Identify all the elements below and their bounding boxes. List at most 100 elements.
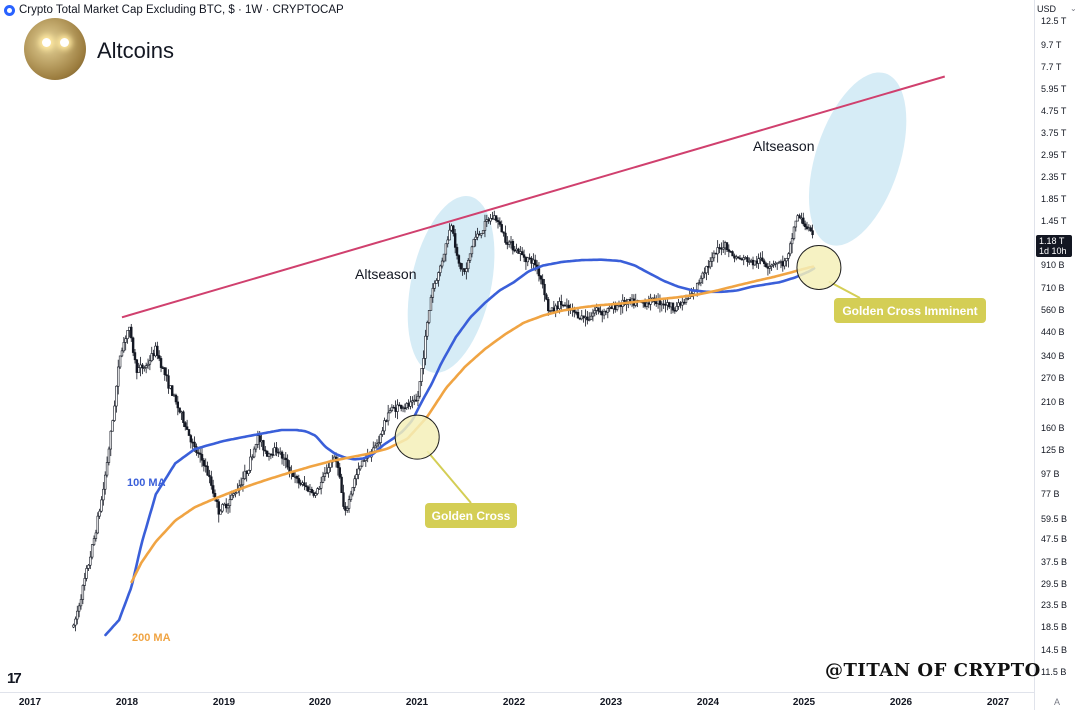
candle-body xyxy=(785,258,788,262)
candle-body xyxy=(273,447,276,456)
candle-body xyxy=(375,443,379,447)
candle-body xyxy=(766,266,770,269)
candle-body xyxy=(498,221,502,225)
candle-body xyxy=(401,407,405,410)
golden-cross-imminent-circle xyxy=(796,244,842,290)
candle-body xyxy=(163,367,166,376)
candle-body xyxy=(809,227,812,231)
candle-body xyxy=(701,272,704,279)
candle-body xyxy=(117,366,120,387)
candle-body xyxy=(468,253,472,261)
candle-body xyxy=(152,353,155,357)
candle-body xyxy=(254,444,258,450)
candle-body xyxy=(554,305,557,312)
candle-body xyxy=(180,411,183,414)
price-axis[interactable] xyxy=(1034,0,1080,710)
candle-body xyxy=(666,302,669,306)
candle-body xyxy=(602,310,606,316)
candle-body xyxy=(673,309,677,312)
candle-body xyxy=(264,449,267,452)
candle-body xyxy=(472,239,475,248)
candle-body xyxy=(481,230,485,234)
candle-body xyxy=(72,624,75,628)
candle-body xyxy=(306,486,310,492)
watermark: @TITAN OF CRYPTO xyxy=(825,660,1041,681)
candle-body xyxy=(228,499,232,506)
candle-body xyxy=(184,422,187,428)
candle-body xyxy=(599,310,602,313)
candle-body xyxy=(390,406,394,411)
candle-body xyxy=(547,299,550,312)
candle-body xyxy=(517,248,520,254)
candle-body xyxy=(249,456,252,471)
candle-body xyxy=(528,257,531,260)
candle-body xyxy=(226,505,230,509)
candle-body xyxy=(312,492,315,496)
candle-body xyxy=(556,305,559,310)
candle-body xyxy=(442,253,446,262)
candle-body xyxy=(740,258,744,261)
candle-body xyxy=(792,226,796,239)
chevron-down-icon[interactable]: ⌄ xyxy=(1070,4,1077,13)
time-tick-label: 2024 xyxy=(696,697,720,708)
candle-body xyxy=(102,488,105,501)
candle-body xyxy=(327,467,330,474)
ma200-line xyxy=(130,265,815,584)
candle-body xyxy=(308,489,312,492)
price-chart-plot[interactable] xyxy=(0,0,1034,692)
price-tick-label: 1.45 T xyxy=(1041,216,1067,226)
candle-body xyxy=(576,311,580,319)
candle-body xyxy=(608,306,611,309)
candle-body xyxy=(286,459,289,468)
candle-body xyxy=(748,261,751,263)
candle-body xyxy=(781,261,785,267)
candle-body xyxy=(234,492,237,495)
candle-body xyxy=(524,257,528,263)
candle-body xyxy=(437,272,440,281)
candle-body xyxy=(355,474,358,480)
symbol-title[interactable]: Crypto Total Market Cap Excluding BTC, $… xyxy=(19,4,344,16)
symbol-logo-icon xyxy=(4,4,15,16)
price-tick-label: 710 B xyxy=(1041,283,1065,293)
candle-body xyxy=(669,302,673,308)
candle-body xyxy=(197,452,200,454)
golden-cross-imminent-connector xyxy=(828,280,861,299)
currency-selector[interactable]: USD xyxy=(1037,4,1057,14)
candle-body xyxy=(314,493,317,496)
candle-body xyxy=(118,355,122,368)
candle-body xyxy=(76,610,79,620)
price-tick-label: 1.85 T xyxy=(1041,194,1067,204)
candle-body xyxy=(426,322,429,337)
candle-body xyxy=(431,287,435,298)
candle-body xyxy=(761,257,764,262)
tradingview-logo[interactable]: 17 xyxy=(7,670,22,687)
candle-body xyxy=(429,296,433,311)
candle-body xyxy=(494,215,498,221)
candle-body xyxy=(798,215,801,219)
candle-body xyxy=(403,407,407,410)
candle-body xyxy=(753,260,757,266)
candle-body xyxy=(303,482,306,487)
auto-scale-button[interactable]: A xyxy=(1054,697,1061,707)
time-tick-label: 2025 xyxy=(792,697,816,708)
time-axis[interactable] xyxy=(0,692,1034,711)
candle-body xyxy=(749,259,753,262)
candle-body xyxy=(154,345,157,357)
candle-body xyxy=(206,465,209,476)
candle-body xyxy=(277,451,280,454)
candle-body xyxy=(105,462,109,476)
candle-body xyxy=(239,484,243,487)
candle-body xyxy=(282,457,286,460)
candle-body xyxy=(496,220,500,222)
avatar xyxy=(24,18,86,80)
candle-body xyxy=(150,353,153,361)
price-tick-label: 97 B xyxy=(1041,469,1060,479)
candle-body xyxy=(647,302,650,305)
price-tick-label: 9.7 T xyxy=(1041,40,1062,50)
candle-body xyxy=(772,263,775,266)
candle-body xyxy=(318,488,321,490)
candle-body xyxy=(725,242,729,250)
candle-body xyxy=(92,538,96,545)
glowing-eye-icon xyxy=(42,38,51,47)
candle-countdown: 1d 10h xyxy=(1039,246,1067,256)
